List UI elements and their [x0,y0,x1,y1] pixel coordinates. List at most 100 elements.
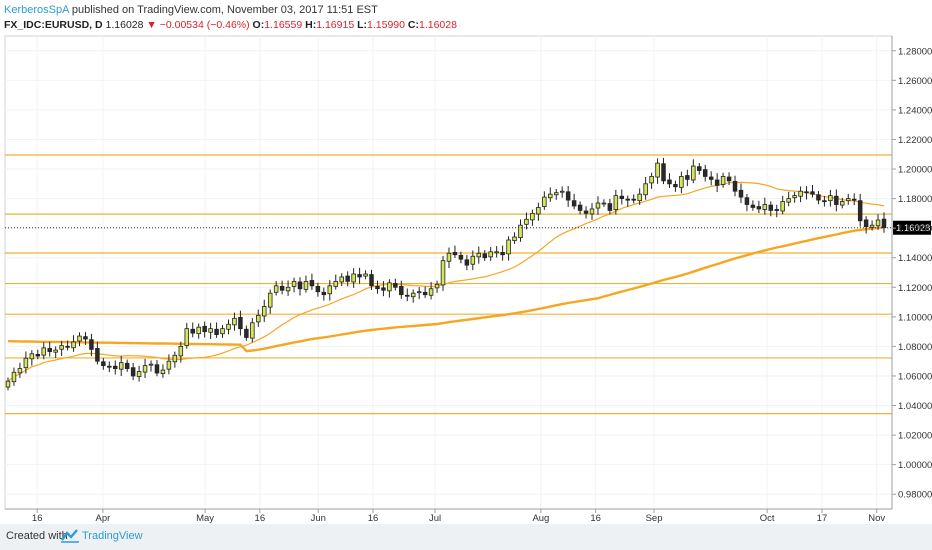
candle-body [756,206,762,210]
candle [464,255,470,271]
candle-body [822,200,827,203]
candles [5,157,887,391]
candle [321,287,327,301]
candle [798,186,803,203]
candle-body [232,317,237,326]
candle [196,323,201,339]
candle-body [530,212,535,221]
candle-body [95,348,100,362]
tradingview-link[interactable]: TradingView [82,530,143,542]
candle [29,350,35,366]
candle [738,183,744,204]
price-axis[interactable]: 0.98000 1.00000 1.02000 1.04000 1.06000 1.080… [892,46,932,501]
candle-body [488,251,493,258]
candle [625,195,631,207]
time-axis[interactable]: 16 Apr May 16 Jun 16 Jul Aug 16 Sep Oct 17 Nov [5,508,892,524]
last-price-tag [893,220,931,235]
candle [774,204,779,218]
candle [446,247,452,269]
candle-body [291,280,297,287]
candle-body [857,200,863,222]
candle [845,193,851,205]
candle [762,197,768,215]
candle [166,354,172,375]
candle-body [798,190,803,197]
x-tick-label: Nov [868,513,885,524]
candle-body [714,179,720,186]
candle [452,245,458,259]
candle [226,319,231,335]
candle [136,365,142,382]
candle [202,321,207,338]
author-link[interactable]: KerberosSpA [4,4,69,16]
candle [11,367,17,386]
candle-body [184,328,190,346]
y-tick-label: 1.16000 [898,224,932,235]
candle [363,270,368,280]
candle-body [589,208,595,215]
candle [130,362,136,381]
candle [142,358,148,379]
candle [726,172,732,185]
candle [387,279,392,298]
candle-body [470,255,476,265]
candle [357,267,362,284]
last-price-line: 1.16028 [5,220,931,235]
candle [410,289,416,303]
candle-body [637,193,642,202]
candle [59,340,64,357]
candle [267,289,273,314]
candle-body [124,362,130,369]
x-tick-label: 16 [368,513,379,524]
candle-body [840,201,845,206]
candle-body [160,369,166,375]
y-tick-label: 1.26000 [898,76,932,87]
candle-body [89,339,94,350]
candle-body [178,346,184,357]
candle-body [273,285,279,293]
candle-body [41,347,47,356]
candle-body [29,353,35,360]
candle-body [196,326,201,335]
candle [577,201,583,215]
candle-body [59,345,64,350]
publish-info: published on TradingView.com, November 0… [71,4,378,16]
price-chart[interactable]: 1.16028 0.98000 1.00000 1.02000 1.04000 1.06… [0,0,932,524]
candle [285,280,291,296]
y-tick-label: 1.00000 [898,460,932,471]
candle [613,189,619,215]
candle-body [244,328,249,338]
candle-body [166,360,172,370]
candle [291,277,297,293]
candle [184,322,190,349]
candle-body [744,197,750,205]
candle [595,196,601,215]
low-value: 1.15990 [367,19,405,31]
candle [65,340,70,351]
candle [5,377,11,391]
candle [101,358,106,370]
candle-body [363,273,368,277]
candle-body [416,291,422,294]
x-tick-label: Aug [532,513,549,524]
candle [375,280,380,294]
candle-body [875,219,881,227]
candle-body [208,328,213,333]
candle [476,246,482,264]
open-value: 1.16559 [264,19,303,31]
candle-body [828,195,833,202]
candle [41,342,47,360]
high-value: 1.16915 [316,19,355,31]
candle-body [667,179,672,185]
x-tick-label: Oct [760,513,775,524]
candle-body [631,198,636,201]
candle-body [369,274,374,287]
last-price-tag-label: 1.16028 [896,223,930,234]
candle [303,275,309,293]
candle [851,193,857,206]
candle [148,360,154,372]
close-label: C: [407,19,419,31]
candle-body [625,198,631,201]
candle [172,351,178,368]
grid-lines [5,36,892,509]
